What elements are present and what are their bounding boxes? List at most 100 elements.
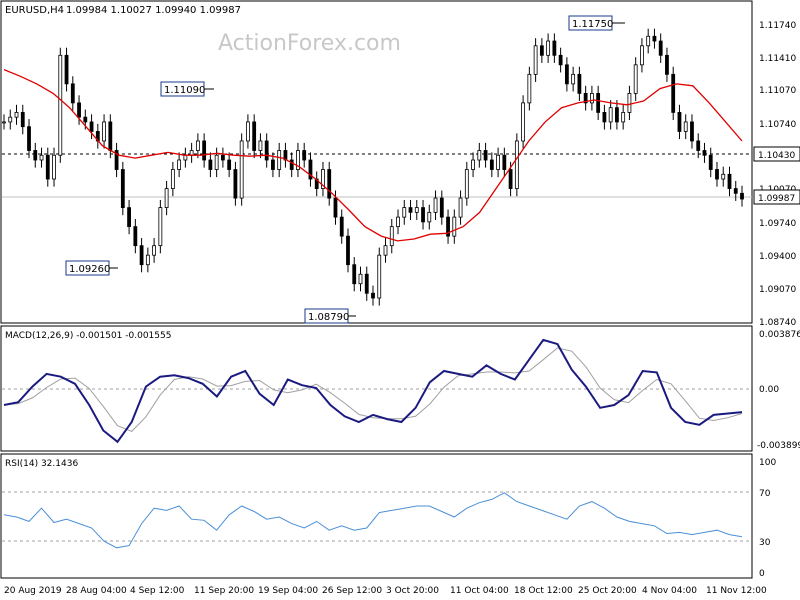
price-candle-body bbox=[64, 54, 69, 85]
price-candle-body bbox=[39, 154, 44, 161]
price-candle-body bbox=[433, 197, 438, 213]
price-candle-body bbox=[546, 40, 551, 56]
price-candle-body bbox=[202, 140, 207, 161]
price-panel bbox=[0, 0, 753, 324]
macd-tick: -0.003899 bbox=[757, 441, 800, 451]
price-candle-body bbox=[715, 169, 719, 180]
price-candle-body bbox=[327, 169, 332, 199]
price-candle-body bbox=[733, 188, 738, 194]
time-tick: 25 Oct 20:00 bbox=[578, 586, 637, 596]
price-candle-body bbox=[102, 121, 106, 142]
price-candle-body bbox=[727, 173, 732, 189]
price-candle-body bbox=[427, 211, 432, 223]
price-candle-body bbox=[677, 112, 682, 132]
price-candle-body bbox=[58, 54, 63, 156]
price-candle-body bbox=[33, 150, 38, 161]
price-candle-body bbox=[539, 45, 544, 56]
macd-main-line bbox=[3, 338, 743, 444]
price-candle-body bbox=[152, 245, 157, 256]
price-candle-body bbox=[120, 169, 125, 208]
price-tick: 1.10740 bbox=[759, 120, 796, 130]
price-tick: 1.08740 bbox=[759, 318, 796, 328]
price-candle-body bbox=[289, 159, 294, 170]
level-price-box: 1.10430 bbox=[753, 146, 800, 162]
price-candle-body bbox=[483, 150, 488, 161]
price-candle-body bbox=[70, 83, 75, 104]
price-candle-body bbox=[421, 207, 425, 223]
price-candle-body bbox=[402, 207, 407, 218]
price-candle-body bbox=[558, 54, 563, 66]
price-candle-body bbox=[496, 154, 500, 170]
price-candle-body bbox=[2, 121, 6, 124]
price-candle-body bbox=[177, 159, 182, 170]
level-price-label: 1.10430 bbox=[758, 151, 795, 161]
price-candle-body bbox=[533, 45, 538, 75]
price-candle-body bbox=[189, 150, 194, 156]
price-candle-body bbox=[83, 116, 88, 123]
price-candle-body bbox=[652, 35, 657, 42]
price-tick: 1.11410 bbox=[759, 54, 796, 64]
price-candle-body bbox=[20, 112, 25, 128]
time-tick: 11 Nov 12:00 bbox=[706, 586, 767, 596]
price-candle-body bbox=[170, 169, 175, 189]
price-tick: 1.09070 bbox=[759, 285, 796, 295]
time-tick: 11 Oct 04:00 bbox=[450, 586, 509, 596]
macd-tick: 0.003876 bbox=[759, 330, 800, 340]
price-candle-body bbox=[502, 154, 507, 170]
price-candle-body bbox=[527, 73, 532, 104]
annotation-label: 1.11750 bbox=[572, 19, 613, 30]
price-candle-body bbox=[471, 159, 475, 170]
price-tick: 1.11740 bbox=[759, 21, 796, 31]
price-tick: 1.09740 bbox=[759, 219, 796, 229]
price-candle-body bbox=[633, 64, 638, 94]
annotation-high-1: 1.11750 bbox=[568, 15, 625, 31]
price-candle-body bbox=[195, 140, 200, 151]
price-candle-body bbox=[371, 292, 375, 299]
price-candle-body bbox=[239, 140, 244, 199]
price-candle-body bbox=[458, 197, 463, 218]
time-tick: 19 Sep 04:00 bbox=[258, 586, 318, 596]
price-candle-body bbox=[208, 159, 213, 170]
price-candle-body bbox=[552, 40, 557, 56]
time-tick: 4 Nov 04:00 bbox=[642, 586, 697, 596]
price-candle-body bbox=[14, 112, 19, 118]
price-candle-body bbox=[602, 112, 607, 123]
rsi-tick: 30 bbox=[759, 538, 771, 548]
price-candle-body bbox=[740, 192, 744, 200]
price-candle-body bbox=[408, 207, 413, 213]
price-candle-body bbox=[396, 216, 400, 228]
price-candle-body bbox=[414, 207, 419, 213]
price-candle-body bbox=[296, 150, 300, 170]
time-tick: 26 Sep 12:00 bbox=[322, 586, 382, 596]
price-candle-body bbox=[514, 140, 519, 189]
current-price-label: 1.09987 bbox=[758, 194, 795, 204]
price-tick: 1.09400 bbox=[759, 252, 796, 262]
price-candle-body bbox=[577, 73, 582, 94]
price-candle-body bbox=[671, 73, 676, 113]
price-candle-body bbox=[477, 150, 482, 161]
ohlc-values: 1.09984 1.10027 1.09940 1.09987 bbox=[66, 5, 241, 16]
price-candle-body bbox=[246, 121, 250, 142]
time-tick: 20 Aug 2019 bbox=[4, 586, 62, 596]
price-candle-body bbox=[464, 169, 469, 199]
annotation-high-2: 1.11090 bbox=[160, 81, 214, 97]
rsi-line bbox=[3, 492, 743, 549]
price-candle-body bbox=[27, 126, 31, 151]
price-candles bbox=[2, 28, 744, 306]
price-candle-body bbox=[708, 154, 713, 170]
annotation-label: 1.08790 bbox=[308, 312, 349, 323]
price-candle-body bbox=[214, 154, 219, 170]
price-candle-body bbox=[158, 207, 163, 247]
price-candle-body bbox=[133, 226, 138, 247]
price-candle-body bbox=[321, 169, 325, 189]
price-candle-body bbox=[302, 150, 307, 161]
price-candle-body bbox=[489, 159, 494, 170]
price-candle-body bbox=[52, 154, 56, 180]
price-candle-body bbox=[702, 150, 707, 156]
price-candle-body bbox=[339, 216, 344, 237]
price-candle-body bbox=[608, 107, 613, 123]
price-candle-body bbox=[233, 169, 238, 199]
rsi-label: RSI(14) 32.1436 bbox=[5, 459, 78, 469]
price-candle-body bbox=[358, 273, 363, 285]
